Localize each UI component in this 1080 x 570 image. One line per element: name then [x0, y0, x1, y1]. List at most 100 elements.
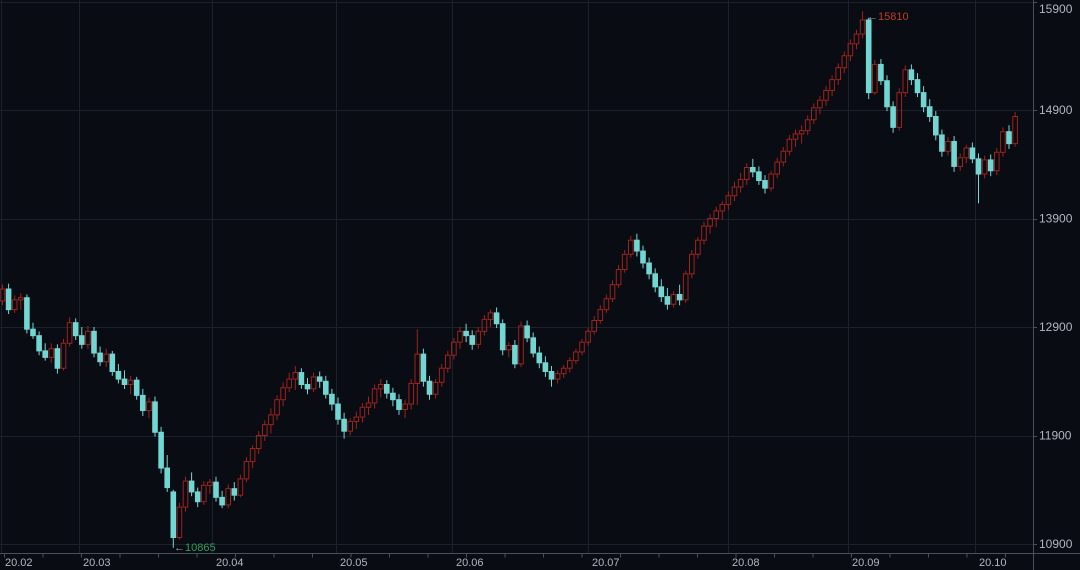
candle-down: [548, 366, 555, 387]
candle-down: [469, 330, 475, 350]
candle-up: [737, 172, 744, 193]
candle-body: [292, 372, 299, 380]
candle-up: [347, 418, 353, 436]
candle-body: [115, 370, 122, 380]
candle-down: [987, 154, 994, 177]
candle-up: [176, 502, 183, 540]
candle-down: [170, 489, 177, 548]
candle-up: [146, 397, 152, 419]
candle-down: [652, 268, 659, 293]
candle-up: [451, 337, 457, 360]
candle-up: [786, 134, 793, 156]
candle-body: [72, 322, 79, 337]
candle-body: [859, 19, 866, 35]
candle-up: [286, 372, 292, 393]
candle-body: [201, 484, 207, 503]
candle-down: [384, 380, 390, 399]
candle-down: [634, 233, 640, 257]
candle-body: [97, 352, 103, 363]
candle-body: [109, 353, 116, 372]
candle-body: [390, 392, 396, 401]
candle-body: [1006, 131, 1012, 145]
x-axis-label: 20.06: [456, 557, 484, 569]
candle-up: [0, 284, 6, 306]
candle-up: [609, 280, 616, 303]
candle-body: [164, 467, 170, 489]
candle-up: [579, 338, 585, 356]
candle-down: [890, 101, 896, 133]
candle-up: [506, 342, 512, 358]
candle-body: [188, 480, 195, 493]
candle-body: [994, 151, 1000, 172]
x-axis-label: 20.03: [83, 557, 111, 569]
candle-body: [695, 239, 701, 255]
candle-body: [207, 481, 213, 486]
candle-down: [499, 319, 506, 356]
candle-down: [152, 396, 158, 437]
candle-body: [780, 150, 787, 163]
candle-up: [207, 478, 213, 495]
candle-down: [188, 472, 195, 497]
candle-body: [103, 353, 110, 363]
candle-body: [133, 379, 140, 396]
candle-up: [85, 325, 91, 349]
candle-body: [316, 376, 323, 382]
candle-body: [658, 286, 665, 298]
candle-down: [109, 350, 116, 376]
candle-up: [682, 270, 689, 304]
candle-down: [951, 136, 957, 172]
candle-up: [902, 65, 909, 97]
candle-body: [743, 167, 750, 180]
candle-body: [457, 330, 463, 343]
candle-body: [902, 69, 909, 94]
candle-body: [786, 138, 793, 152]
annotation-arrow-icon: ←: [174, 542, 185, 554]
candle-body: [768, 173, 774, 189]
candle-up: [695, 236, 701, 259]
candle-body: [963, 147, 970, 159]
candle-down: [426, 375, 433, 400]
candle-body: [18, 297, 24, 301]
candle-body: [609, 284, 616, 300]
candle-up: [798, 125, 805, 144]
candle-up: [487, 309, 494, 327]
candle-down: [97, 346, 103, 367]
candle-up: [243, 457, 250, 483]
candle-body: [194, 491, 201, 503]
candle-up: [585, 328, 591, 346]
candle-up: [359, 402, 366, 423]
candle-body: [567, 360, 573, 369]
candle-up: [792, 129, 799, 147]
candle-up: [475, 327, 482, 349]
candle-body: [420, 353, 427, 382]
candle-up: [432, 379, 439, 399]
candle-down: [865, 17, 872, 100]
candle-body: [811, 107, 817, 121]
candle-body: [890, 106, 896, 128]
y-axis-label: 11900: [1039, 429, 1072, 443]
candle-up: [701, 221, 707, 245]
candle-up: [896, 88, 903, 131]
candle-up: [353, 411, 360, 429]
candle-up: [847, 39, 854, 62]
candle-body: [585, 330, 591, 343]
candle-up: [201, 481, 207, 505]
candle-down: [914, 73, 921, 97]
candle-down: [1006, 125, 1012, 150]
candle-up: [60, 338, 67, 371]
candle-body: [774, 161, 781, 175]
candle-body: [750, 167, 756, 173]
candle-body: [286, 378, 292, 389]
candle-down: [939, 129, 945, 157]
candle-body: [91, 330, 97, 354]
high-annotation: ←15810: [867, 11, 909, 23]
candle-down: [194, 487, 201, 508]
candle-body: [146, 401, 152, 412]
candle-down: [72, 318, 79, 341]
candle-up: [262, 420, 268, 441]
candle-body: [396, 399, 402, 410]
candle-body: [219, 496, 225, 506]
candle-body: [951, 140, 957, 167]
